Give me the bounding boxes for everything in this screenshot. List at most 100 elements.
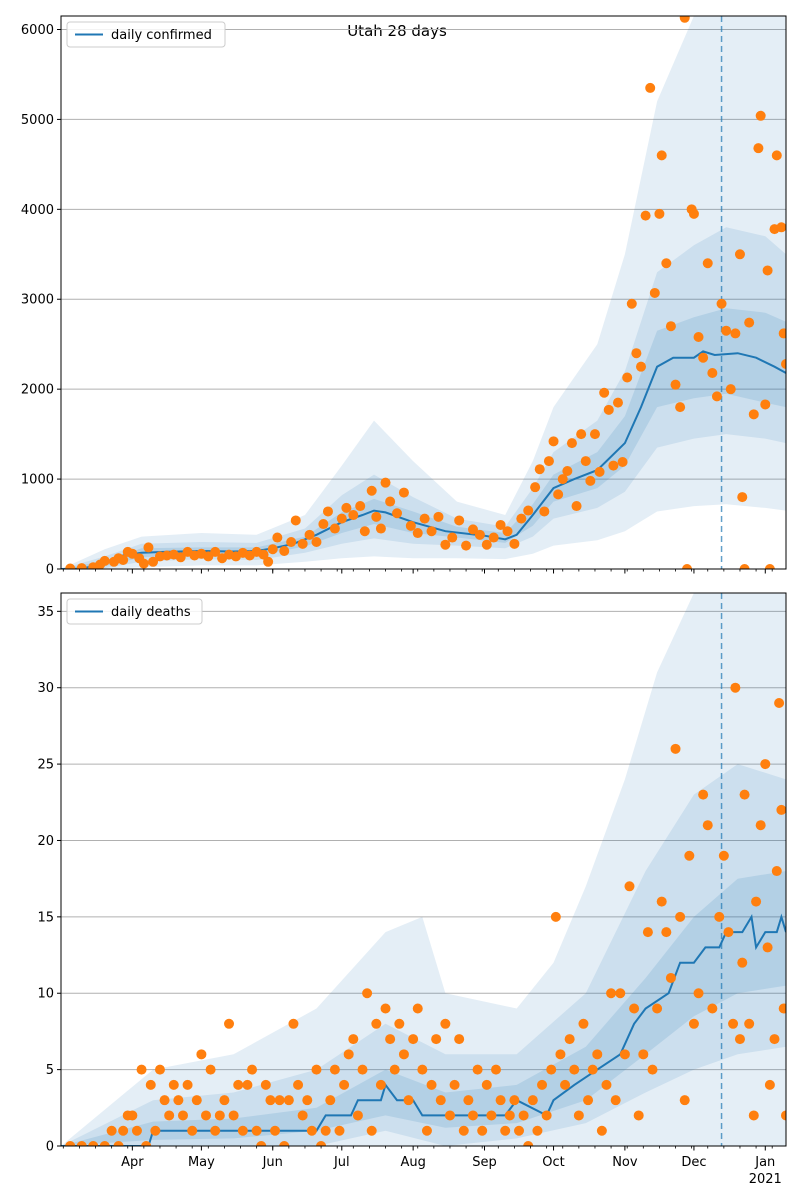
confirmed-observed-point — [755, 110, 766, 121]
confirmed-observed-point — [304, 529, 315, 540]
confirmed-observed-point — [65, 563, 76, 569]
confirmed-observed-point — [286, 537, 297, 548]
deaths-observed-point — [279, 1141, 290, 1146]
deaths-observed-point — [65, 1141, 76, 1146]
deaths-observed-point — [723, 927, 734, 938]
confirmed-observed-point — [737, 492, 748, 503]
deaths-observed-point — [343, 1049, 354, 1060]
confirmed-observed-point — [548, 436, 559, 447]
deaths-observed-point — [187, 1125, 198, 1136]
confirmed-observed-point — [543, 456, 554, 467]
deaths-observed-point — [491, 1064, 501, 1075]
deaths-observed-point — [88, 1141, 99, 1146]
confirmed-observed-point — [348, 510, 359, 521]
deaths-ytick-label: 35 — [37, 605, 54, 620]
deaths-ytick-label: 20 — [37, 834, 54, 849]
deaths-observed-point — [734, 1034, 745, 1045]
confirmed-observed-point — [375, 523, 386, 534]
confirmed-ytick-label: 4000 — [21, 203, 54, 218]
confirmed-observed-point — [76, 563, 87, 569]
deaths-observed-point — [619, 1049, 630, 1060]
confirmed-observed-point — [322, 506, 333, 517]
deaths-observed-point — [320, 1125, 331, 1136]
deaths-observed-point — [751, 896, 762, 907]
deaths-observed-point — [587, 1064, 598, 1075]
deaths-observed-point — [334, 1125, 345, 1136]
confirmed-observed-point — [608, 460, 619, 471]
deaths-observed-point — [196, 1049, 207, 1060]
deaths-observed-point — [458, 1125, 469, 1136]
confirmed-observed-point — [744, 317, 755, 328]
confirmed-observed-point — [661, 258, 672, 269]
deaths-observed-point — [214, 1110, 225, 1121]
deaths-observed-point — [297, 1110, 308, 1121]
deaths-observed-point — [260, 1079, 271, 1090]
confirmed-observed-point — [778, 328, 786, 339]
deaths-observed-point — [251, 1125, 262, 1136]
confirmed-plot-area — [61, 16, 786, 569]
deaths-observed-point — [380, 1003, 391, 1014]
confirmed-observed-point — [454, 515, 465, 526]
confirmed-observed-point — [603, 404, 614, 415]
confirmed-observed-point — [721, 325, 732, 336]
deaths-observed-point — [486, 1110, 497, 1121]
confirmed-observed-point — [99, 555, 110, 566]
deaths-observed-point — [638, 1049, 649, 1060]
deaths-observed-point — [389, 1064, 400, 1075]
confirmed-observed-point — [467, 524, 478, 535]
confirmed-observed-point — [481, 539, 492, 550]
confirmed-observed-point — [589, 429, 600, 440]
confirmed-observed-point — [279, 546, 290, 557]
deaths-observed-point — [769, 1034, 780, 1045]
confirmed-observed-point — [440, 539, 451, 550]
deaths-observed-point — [771, 866, 782, 877]
confirmed-observed-point — [495, 519, 506, 530]
deaths-observed-point — [714, 911, 725, 922]
xtick-label: Oct — [542, 1155, 564, 1170]
confirmed-observed-point — [585, 475, 596, 486]
confirmed-observed-point — [297, 538, 308, 549]
deaths-observed-point — [610, 1095, 621, 1106]
deaths-observed-point — [596, 1125, 607, 1136]
deaths-ytick-label: 30 — [37, 681, 54, 696]
confirmed-observed-point — [329, 523, 340, 534]
deaths-observed-point — [329, 1064, 340, 1075]
deaths-observed-point — [481, 1079, 492, 1090]
deaths-observed-point — [730, 682, 741, 693]
confirmed-observed-point — [734, 249, 745, 260]
deaths-observed-point — [283, 1095, 294, 1106]
deaths-observed-point — [728, 1018, 739, 1029]
deaths-observed-point — [564, 1034, 575, 1045]
deaths-observed-point — [394, 1018, 405, 1029]
xtick-label: Nov — [612, 1155, 638, 1170]
deaths-axes-frame — [60, 592, 787, 1147]
confirmed-observed-point — [392, 508, 403, 519]
deaths-legend: daily deaths — [66, 598, 203, 625]
confirmed-ytick-label: 1000 — [21, 473, 54, 488]
xtick-label: Sep — [472, 1155, 497, 1170]
confirmed-observed-point — [267, 544, 278, 555]
deaths-observed-point — [233, 1079, 244, 1090]
confirmed-observed-point — [711, 391, 722, 402]
deaths-observed-point — [702, 820, 713, 831]
deaths-observed-point — [454, 1034, 465, 1045]
deaths-observed-point — [177, 1110, 188, 1121]
confirmed-observed-point — [631, 348, 642, 359]
deaths-observed-point — [707, 1003, 718, 1014]
deaths-observed-point — [679, 1095, 690, 1106]
deaths-observed-point — [247, 1064, 258, 1075]
deaths-observed-point — [141, 1141, 152, 1146]
xtick-label: Jan — [754, 1155, 775, 1170]
deaths-observed-point — [615, 988, 626, 999]
deaths-observed-point — [421, 1125, 432, 1136]
deaths-observed-point — [693, 988, 704, 999]
confirmed-observed-point — [530, 482, 541, 493]
xtick-year-label: 2021 — [749, 1172, 782, 1187]
deaths-band-inner — [61, 871, 786, 1146]
confirmed-observed-point — [654, 208, 665, 219]
deaths-legend-label: daily deaths — [111, 605, 191, 620]
deaths-observed-point — [182, 1079, 193, 1090]
confirmed-observed-point — [447, 532, 458, 543]
confirmed-observed-point — [580, 456, 591, 467]
deaths-observed-point — [242, 1079, 253, 1090]
